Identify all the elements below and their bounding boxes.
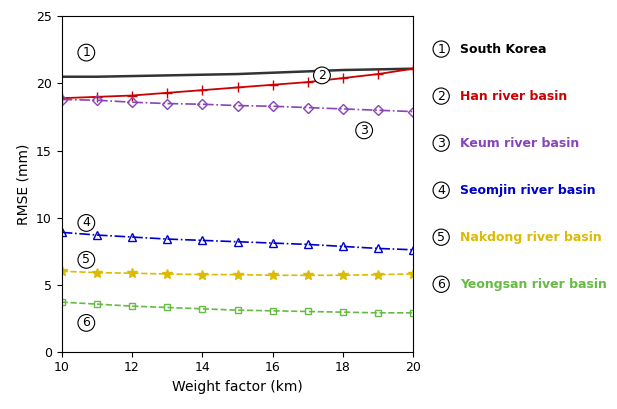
Text: 5: 5 <box>82 253 90 266</box>
Text: 6: 6 <box>83 317 90 329</box>
Text: 1: 1 <box>437 43 445 56</box>
Text: Yeongsan river basin: Yeongsan river basin <box>460 278 607 291</box>
Text: Seomjin river basin: Seomjin river basin <box>460 184 595 197</box>
Text: 1: 1 <box>83 46 90 59</box>
Text: Keum river basin: Keum river basin <box>460 137 579 150</box>
X-axis label: Weight factor (km): Weight factor (km) <box>172 380 303 394</box>
Y-axis label: RMSE (mm): RMSE (mm) <box>17 144 31 225</box>
Text: 3: 3 <box>360 124 368 137</box>
Text: 6: 6 <box>437 278 445 291</box>
Text: 2: 2 <box>437 90 445 103</box>
Text: 2: 2 <box>318 69 326 82</box>
Text: South Korea: South Korea <box>460 43 546 56</box>
Text: 3: 3 <box>437 137 445 150</box>
Text: 4: 4 <box>437 184 445 197</box>
Text: Han river basin: Han river basin <box>460 90 567 103</box>
Text: 4: 4 <box>83 216 90 229</box>
Text: Nakdong river basin: Nakdong river basin <box>460 231 602 244</box>
Text: 5: 5 <box>437 231 445 244</box>
